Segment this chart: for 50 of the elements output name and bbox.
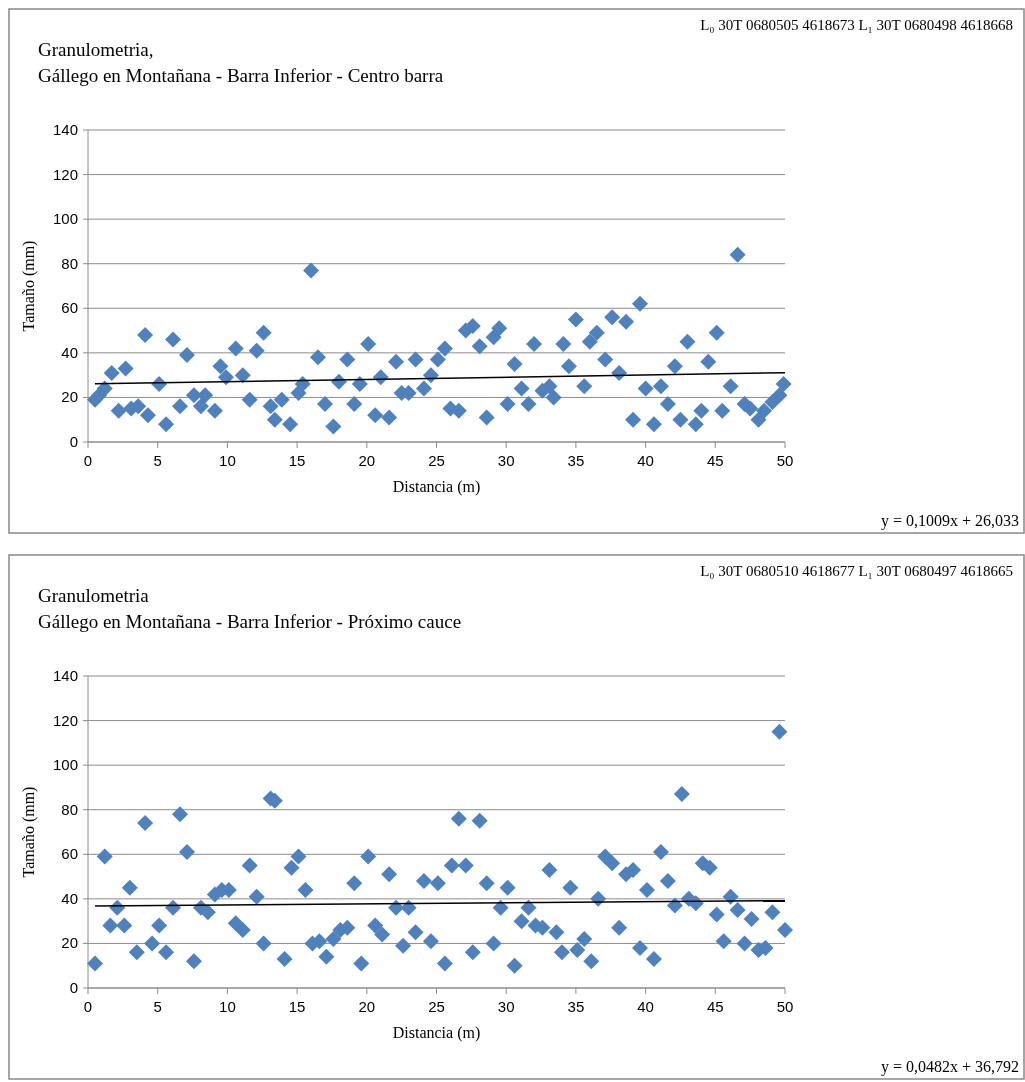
y-tick-label: 120 [52,165,78,183]
x-tick-label: 5 [153,998,162,1015]
chart-title: Granulometria, [38,39,154,60]
x-tick-label: 35 [567,998,585,1015]
x-tick-label: 20 [358,452,376,469]
y-tick-label: 60 [61,845,78,863]
y-tick-label: 100 [52,756,78,774]
x-tick-label: 5 [153,452,162,469]
y-tick-label: 20 [61,388,78,406]
x-tick-label: 10 [219,998,236,1015]
chart-subtitle: Gállego en Montañana - Barra Inferior - Próximo cauce [38,611,462,632]
y-tick-label: 40 [61,343,78,361]
y-tick-label: 100 [52,210,78,228]
text: L₀ 30T 0680505 4618673 L₁ 30T 0680498 4618668 [700,17,1013,33]
x-tick-label: 20 [358,998,376,1015]
y-tick-label: 40 [61,889,78,907]
x-tick-label: 30 [497,998,515,1015]
x-tick-label: 15 [288,452,306,469]
x-tick-label: 10 [219,452,236,469]
y-axis-title: Tamaño (mm) [20,786,38,878]
y-tick-label: 0 [69,433,78,450]
y-tick-label: 60 [61,299,78,317]
x-tick-label: 35 [567,452,585,469]
y-tick-label: 120 [52,711,78,729]
y-tick-label: 140 [52,121,78,138]
x-tick-label: 45 [706,998,724,1015]
x-tick-label: 30 [497,452,515,469]
x-tick-label: 50 [776,452,794,469]
y-axis-title: Tamaño (mm) [20,240,38,332]
text: L₀ 30T 0680510 4618677 L₁ 30T 0680497 4618665 [700,563,1013,579]
x-tick-label: 40 [637,452,654,469]
text: y = 0,0482x + 36,792 [880,1058,1019,1076]
x-tick-label: 50 [776,998,794,1015]
x-tick-label: 40 [637,998,654,1015]
x-tick-label: 25 [428,452,445,469]
x-axis-title: Distancia (m) [392,1024,481,1042]
x-tick-label: 15 [288,998,306,1015]
y-tick-label: 20 [61,934,78,952]
y-tick-label: 80 [61,800,78,818]
x-axis-title: Distancia (m) [392,478,481,496]
x-tick-label: 45 [706,452,724,469]
x-tick-label: 0 [83,452,93,469]
y-tick-label: 0 [69,979,78,996]
y-tick-label: 80 [61,254,78,272]
chart-subtitle: Gállego en Montañana - Barra Inferior - Centro barra [38,65,444,86]
chart-title: Granulometria [38,585,150,606]
x-tick-label: 0 [83,998,93,1015]
y-tick-label: 140 [52,667,78,684]
text: y = 0,1009x + 26,033 [880,512,1019,530]
x-tick-label: 25 [428,998,445,1015]
